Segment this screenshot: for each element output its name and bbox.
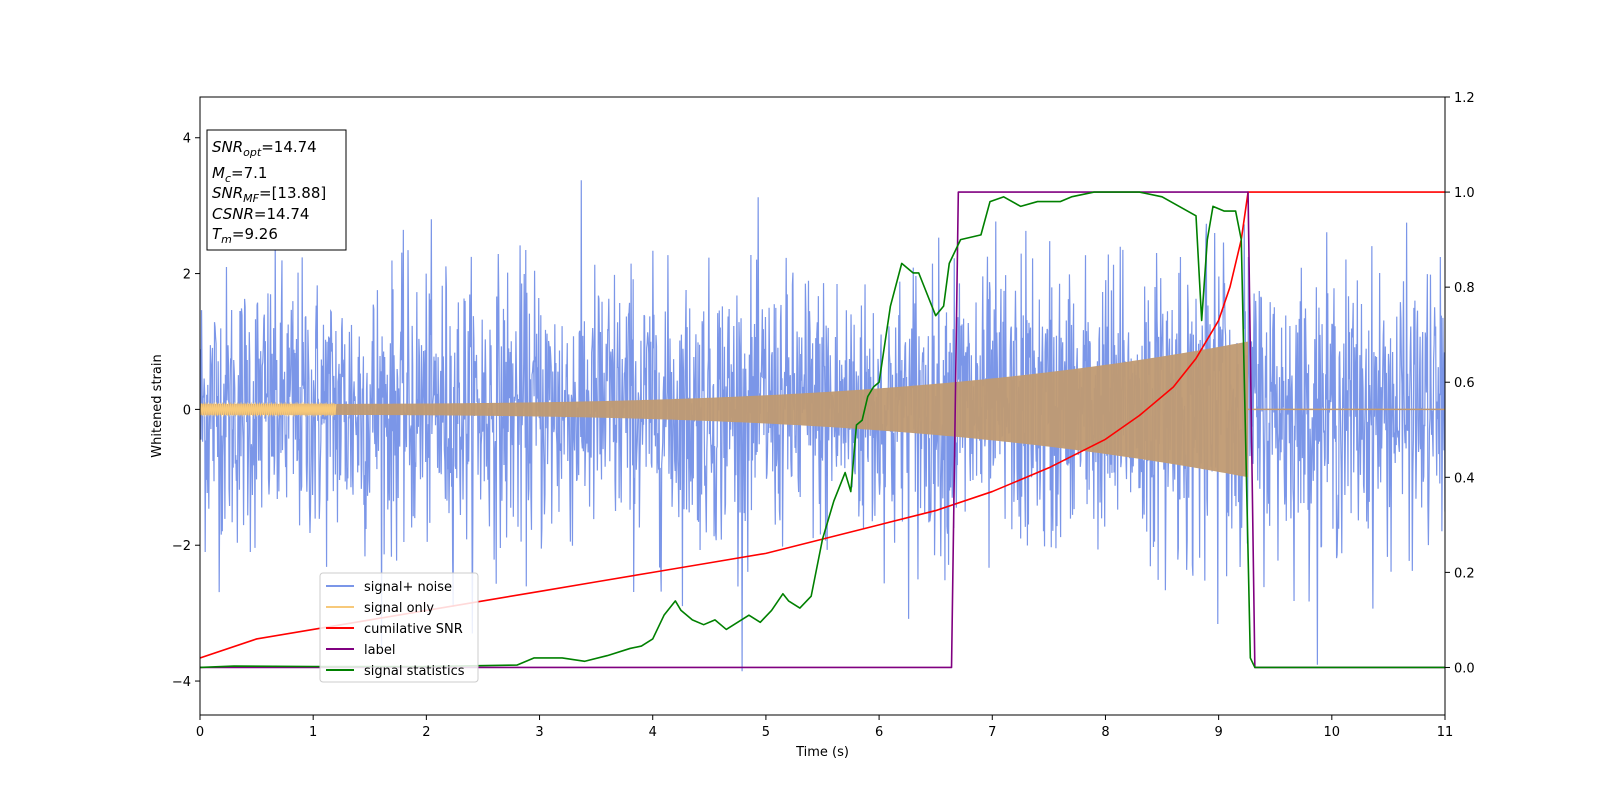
x-tick-label: 10 <box>1324 725 1341 740</box>
snr-mf-annotation: SNRMF=[13.88] <box>212 184 326 205</box>
series-signal-statistics <box>200 191 1445 669</box>
x-tick-label: 9 <box>1214 725 1222 740</box>
y2-tick-label: 1.2 <box>1454 91 1475 106</box>
y-tick-label: 2 <box>183 268 191 283</box>
y-tick-label: −2 <box>172 539 191 554</box>
y2-tick-label: 0.4 <box>1454 471 1475 486</box>
x-tick-label: 1 <box>309 725 317 740</box>
y-tick-label: −4 <box>172 675 191 690</box>
y2-tick-label: 0.2 <box>1454 566 1475 581</box>
legend: signal+ noise signal only cumilative SNR la… <box>319 572 479 683</box>
x-tick-label: 8 <box>1101 725 1109 740</box>
parameters-box: SNRopt=14.74 Mc=7.1 SNRMF=[13.88] CSNR=1… <box>206 129 347 251</box>
legend-entry: signal statistics <box>364 664 465 679</box>
mc-annotation: Mc=7.1 <box>212 164 267 185</box>
y-axis-label: Whitened strain <box>150 354 165 457</box>
y2-tick-label: 0.0 <box>1454 661 1475 676</box>
legend-entry: label <box>364 643 395 658</box>
tm-annotation: Tm=9.26 <box>212 225 278 246</box>
x-tick-label: 0 <box>196 725 204 740</box>
parameters-box-frame <box>206 129 347 251</box>
plot-frame <box>199 96 1446 716</box>
x-axis-label: Time (s) <box>795 745 849 760</box>
axis-ticks: 0 1 2 3 4 5 6 7 8 9 10 11 −4 −2 0 2 4 0.0 0.2 0.4 0.6 0.8 1.0 1… <box>172 91 1475 740</box>
series-signal-only-envelope <box>200 341 1249 478</box>
y2-tick-label: 1.0 <box>1454 186 1475 201</box>
y2-tick-label: 0.8 <box>1454 281 1475 296</box>
y2-tick-label: 0.6 <box>1454 376 1475 391</box>
x-tick-label: 4 <box>649 725 657 740</box>
x-tick-label: 6 <box>875 725 883 740</box>
series-signal-only <box>200 401 337 418</box>
snr-opt-annotation: SNRopt=14.74 <box>212 138 317 159</box>
legend-frame <box>319 572 479 683</box>
y-tick-label: 4 <box>183 132 191 147</box>
x-tick-label: 7 <box>988 725 996 740</box>
legend-entry: signal only <box>364 601 434 616</box>
csnr-annotation: CSNR=14.74 <box>212 205 309 223</box>
x-tick-label: 2 <box>422 725 430 740</box>
y-tick-label: 0 <box>183 403 191 418</box>
legend-entry: cumilative SNR <box>364 622 463 637</box>
x-tick-label: 11 <box>1437 725 1454 740</box>
legend-entry: signal+ noise <box>364 580 452 595</box>
x-tick-label: 3 <box>535 725 543 740</box>
x-tick-label: 5 <box>762 725 770 740</box>
